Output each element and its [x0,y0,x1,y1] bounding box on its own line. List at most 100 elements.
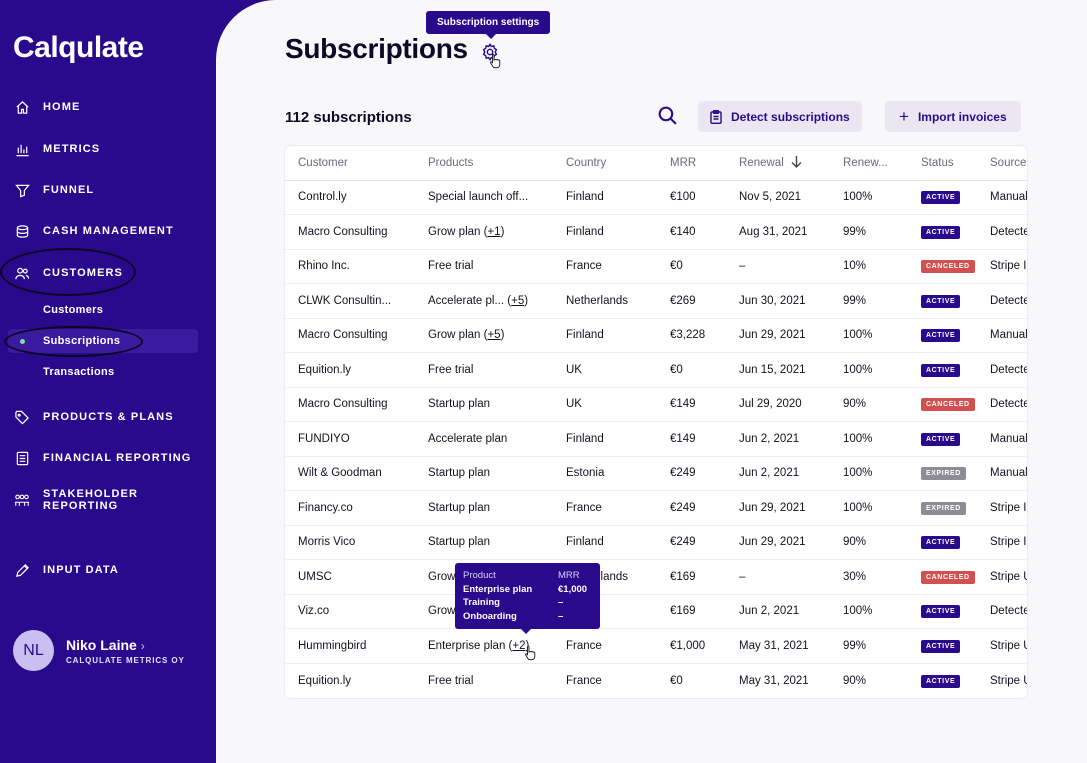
main-content: Subscriptions Subscription settings 112 … [216,0,1087,763]
page-title: Subscriptions [285,33,468,64]
source-cell-value: Stripe U [990,639,1027,652]
products-cell: Free trial [415,663,553,698]
table-row[interactable]: Rhino Inc. Free trial France €0 – 10% CANCELED… [285,249,1027,284]
renewal-cell: Jun 29, 2021 [726,490,830,526]
mrr-cell: €169 [657,594,726,629]
column-header-status[interactable]: Status [908,146,977,181]
renewal-cell: May 31, 2021 [726,663,830,698]
column-header-renew-rate[interactable]: Renew... [830,146,908,181]
renewal-cell-value: Jul 29, 2020 [739,398,802,411]
country-cell: UK [553,352,657,388]
table-row[interactable]: Macro Consulting Startup plan UK €149 Jul 29… [285,387,1027,422]
country-cell-value: Finland [566,225,604,238]
subnav-customers[interactable]: Customers [43,304,104,316]
column-header-renewal[interactable]: Renewal [726,146,830,181]
country-cell: Estonia [553,456,657,491]
products-cell: Special launch off... [415,180,553,215]
customer-cell: Macro Consulting [285,318,415,353]
coins-icon [14,223,30,239]
pencil-icon [14,562,30,578]
table-row[interactable]: FUNDIYO Accelerate plan Finland €149 Jun 2, … [285,421,1027,457]
status-badge: ACTIVE [921,329,961,343]
products-cell: Startup plan [415,456,553,491]
country-cell-value: UK [566,363,582,376]
nav-label: FUNNEL [43,184,95,196]
table-row[interactable]: Viz.co Grow €169 Jun 2, 2021 100% ACTIVE Detec… [285,594,1027,629]
customer-cell: CLWK Consultin... [285,283,415,319]
customer-cell-value: Wilt & Goodman [298,467,382,480]
renew-rate-cell: 100% [830,421,908,457]
gear-icon[interactable] [481,43,499,66]
customer-cell: Rhino Inc. [285,249,415,284]
renewal-cell: Aug 31, 2021 [726,214,830,250]
mrr-cell: €249 [657,525,726,560]
renew-rate-cell-value: 100% [843,432,873,445]
table-row[interactable]: CLWK Consultin... Accelerate pl... (+5) Ne… [285,283,1027,319]
more-products-link[interactable]: (+1) [480,225,505,238]
column-header-mrr[interactable]: MRR [657,146,726,181]
product-name: Accelerate plan [428,432,508,445]
table-row[interactable]: Equition.ly Free trial France €0 May 31, 202… [285,663,1027,698]
column-header-customer[interactable]: Customer [285,146,415,181]
table-row[interactable]: Financy.co Startup plan France €249 Jun 29, … [285,490,1027,526]
products-cell: Grow plan (+5) [415,318,553,353]
nav-funnel[interactable]: FUNNEL [14,180,94,200]
mrr-cell: €1,000 [657,628,726,664]
search-icon[interactable] [657,105,678,131]
renew-rate-cell: 100% [830,318,908,353]
renew-rate-cell: 99% [830,214,908,250]
nav-cash-management[interactable]: CASH MANAGEMENT [14,221,174,241]
more-products-link[interactable]: (+5) [504,294,529,307]
products-cell: Accelerate plan [415,421,553,457]
renewal-cell-value: Nov 5, 2021 [739,191,802,204]
table-row[interactable]: Equition.ly Free trial UK €0 Jun 15, 2021 100… [285,352,1027,388]
source-cell-value: Detected [990,225,1027,238]
import-invoices-button[interactable]: + Import invoices [885,101,1021,132]
source-cell: Detected [977,214,1027,250]
country-cell-value: France [566,674,602,687]
customer-cell-value: Rhino Inc. [298,260,350,273]
mrr-cell-value: €149 [670,398,696,411]
table-row[interactable]: Hummingbird Enterprise plan (+2) France €1,… [285,628,1027,664]
table-row[interactable]: Wilt & Goodman Startup plan Estonia €249 Jun… [285,456,1027,491]
subnav-transactions[interactable]: Transactions [43,366,115,378]
table-row[interactable]: Macro Consulting Grow plan (+1) Finland €14… [285,214,1027,250]
column-header-products[interactable]: Products [415,146,553,181]
table-row[interactable]: Morris Vico Startup plan Finland €249 Jun 29… [285,525,1027,560]
nav-label: STAKEHOLDER REPORTING [43,488,139,512]
renew-rate-cell-value: 100% [843,605,873,618]
renewal-cell: Jun 29, 2021 [726,525,830,560]
nav-stakeholder-reporting[interactable]: STAKEHOLDER REPORTING [14,488,216,512]
nav-products-plans[interactable]: PRODUCTS & PLANS [14,407,174,427]
column-header-country[interactable]: Country [553,146,657,181]
table-row[interactable]: UMSCGrowNetherlands€169–30%CANCELEDStrip… [285,559,1027,595]
column-header-source[interactable]: Source [977,146,1027,181]
customer-cell: Macro Consulting [285,387,415,422]
bar-chart-icon [14,141,30,157]
country-cell-value: Estonia [566,467,605,480]
nav-label: INPUT DATA [43,564,119,576]
more-products-link[interactable]: (+5) [480,329,505,342]
renew-rate-cell-value: 90% [843,398,867,411]
source-cell: Stripe U [977,559,1027,595]
table-row[interactable]: Macro Consulting Grow plan (+5) Finland €3,… [285,318,1027,353]
renewal-cell-value: – [739,570,746,583]
customer-cell: Morris Vico [285,525,415,560]
nav-metrics[interactable]: METRICS [14,139,100,159]
tag-icon [14,409,30,425]
country-cell: France [553,628,657,664]
table-row[interactable]: Control.ly Special launch off... Finland €1… [285,180,1027,215]
nav-input-data[interactable]: INPUT DATA [14,560,119,580]
status-cell: ACTIVE [908,214,977,250]
import-invoices-label: Import invoices [917,109,1007,124]
source-cell-value: Detected [990,398,1027,411]
user-menu[interactable]: NL Niko Laine › CALQULATE METRICS OY [13,630,184,671]
detect-subscriptions-button[interactable]: Detect subscriptions [698,101,862,132]
renewal-cell-value: Jun 15, 2021 [739,363,806,376]
more-products-link[interactable]: (+2) [505,639,530,652]
app-logo[interactable]: Calqulate [13,31,144,64]
nav-financial-reporting[interactable]: FINANCIAL REPORTING [14,448,191,468]
customer-cell: Viz.co [285,594,415,629]
nav-home[interactable]: HOME [14,97,80,117]
more-products-count: +1 [487,225,501,238]
